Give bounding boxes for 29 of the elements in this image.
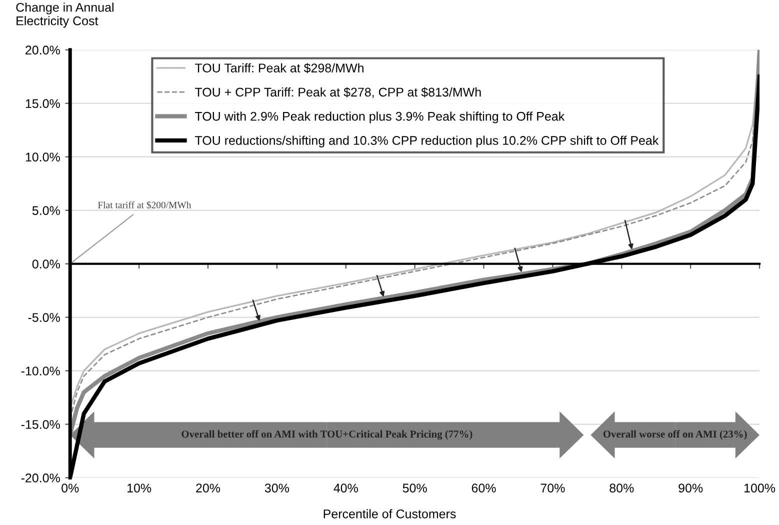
y-tick-label: 0.0% (32, 260, 60, 268)
x-axis-title: Percentile of Customers (324, 509, 456, 518)
y-tick-label: -15.0% (21, 420, 60, 429)
legend-label: TOU Tariff: Peak at $298/MWh (194, 63, 364, 74)
x-tick-label: 30% (264, 484, 289, 492)
y-tick-label: -5.0% (28, 313, 60, 322)
y-tick-label: -10.0% (21, 366, 60, 376)
x-tick-label: 80% (610, 484, 634, 492)
y-tick-label: 5.0% (32, 206, 60, 215)
annotation: Overall worse off on AMI (23%) (603, 430, 747, 440)
annotation: Flat tariff at $200/MWh (98, 201, 192, 209)
x-tick-label: 0% (62, 484, 79, 492)
legend-label: TOU reductions/shifting and 10.3% CPP reduction plus 10.2% CPP shift to Off Peak (194, 136, 659, 148)
y-tick-label: 20.0% (26, 46, 60, 55)
x-tick-label: 60% (472, 484, 496, 492)
x-tick-label: 40% (334, 484, 358, 492)
x-tick-label: 20% (196, 484, 220, 492)
x-tick-label: 100% (744, 484, 776, 492)
x-tick-label: 10% (127, 484, 152, 492)
y-tick-label: 10.0% (26, 152, 60, 162)
y-axis-title: Change in Annual Electricity Cost (16, 2, 114, 28)
y-tick-label: -20.0% (21, 474, 60, 482)
x-tick-label: 90% (678, 484, 703, 492)
y-tick-label: 15.0% (26, 99, 60, 108)
annotation: Overall better off on AMI with TOU+Critical Peak Pricing (77%) (182, 430, 472, 440)
x-tick-label: 70% (540, 484, 565, 492)
x-tick-label: 50% (402, 484, 427, 492)
legend-label: TOU with 2.9% Peak reduction plus 3.9% Peak shifting to Off Peak (194, 112, 565, 124)
legend-label: TOU + CPP Tariff: Peak at $278, CPP at $813/MWh (194, 87, 481, 98)
